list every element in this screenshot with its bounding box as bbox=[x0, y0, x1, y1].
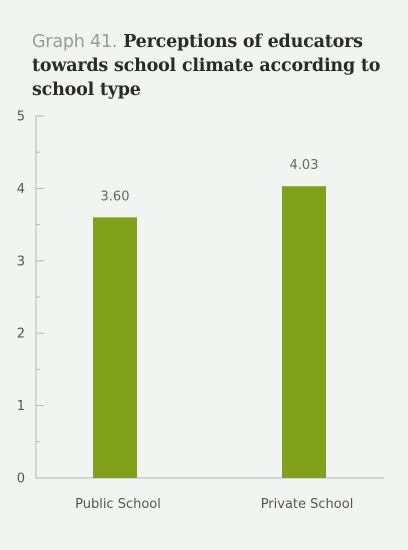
graph-number: Graph 41. bbox=[32, 32, 118, 52]
y-tick-label: 5 bbox=[17, 110, 25, 125]
x-category-label: Public School bbox=[75, 497, 161, 512]
y-tick-label: 3 bbox=[17, 254, 25, 269]
graph-title-text: Perceptions of educators towards school … bbox=[32, 32, 381, 100]
bar bbox=[282, 186, 326, 478]
bar-value-label: 3.60 bbox=[101, 189, 130, 204]
y-tick-label: 0 bbox=[17, 472, 25, 487]
y-tick-label: 2 bbox=[17, 327, 25, 342]
chart-bars bbox=[93, 186, 326, 479]
bar bbox=[93, 217, 137, 479]
chart-labels: 3.60 Public School 4.03 Private School bbox=[75, 158, 353, 512]
x-category-label: Private School bbox=[261, 497, 354, 512]
bar-value-label: 4.03 bbox=[290, 158, 319, 173]
y-tick-label: 1 bbox=[17, 399, 25, 414]
chart-axes: 0 1 2 3 4 5 bbox=[17, 110, 384, 487]
chart-title: Graph 41. Perceptions of educators towar… bbox=[32, 30, 392, 102]
y-tick-label: 4 bbox=[17, 182, 25, 197]
